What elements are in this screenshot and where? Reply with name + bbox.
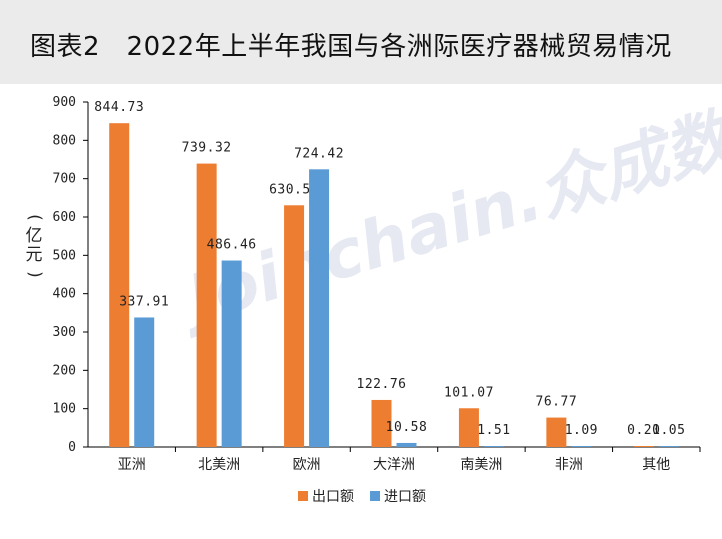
data-label: 0.05 bbox=[652, 423, 685, 438]
data-label: 1.51 bbox=[477, 423, 510, 438]
bar-import bbox=[396, 442, 417, 447]
bar-import bbox=[309, 169, 330, 447]
bar-import bbox=[571, 446, 592, 447]
x-tick-label: 南美洲 bbox=[460, 457, 502, 473]
data-label: 337.91 bbox=[119, 294, 169, 309]
bar-import bbox=[134, 317, 155, 447]
data-label: 739.32 bbox=[182, 141, 232, 156]
bar-export bbox=[371, 399, 392, 447]
bar-import bbox=[221, 260, 242, 447]
y-axis-label-text: 亿元 bbox=[25, 226, 43, 265]
y-tick-label: 100 bbox=[53, 402, 76, 417]
y-tick-label: 500 bbox=[53, 248, 76, 263]
data-label: 0.21 bbox=[627, 423, 660, 438]
x-tick-label: 其他 bbox=[642, 457, 670, 473]
y-tick-label: 700 bbox=[53, 172, 76, 187]
bar-export bbox=[109, 123, 130, 448]
y-axis-label: ( 亿元 ) bbox=[22, 208, 46, 284]
y-tick-label: 800 bbox=[53, 133, 76, 148]
title-band: 图表2 2022年上半年我国与各洲际医疗器械贸易情况 bbox=[0, 0, 722, 84]
bar-import bbox=[483, 446, 504, 447]
data-label: 76.77 bbox=[536, 395, 578, 410]
legend-label: 进口额 bbox=[384, 489, 426, 505]
x-tick-label: 欧洲 bbox=[293, 457, 321, 473]
x-tick-label: 北美洲 bbox=[198, 457, 240, 473]
data-label: 101.07 bbox=[444, 385, 494, 400]
y-tick-label: 400 bbox=[53, 287, 76, 302]
data-label: 10.58 bbox=[386, 420, 428, 435]
y-tick-label: 300 bbox=[53, 325, 76, 340]
bar-import bbox=[658, 446, 679, 447]
data-label: 486.46 bbox=[207, 238, 257, 253]
y-tick-label: 600 bbox=[53, 210, 76, 225]
bar-export bbox=[284, 205, 305, 447]
legend-swatch bbox=[370, 491, 380, 501]
y-tick-label: 900 bbox=[53, 95, 76, 110]
bar-export bbox=[458, 408, 479, 447]
data-label: 122.76 bbox=[357, 377, 407, 392]
data-label: 844.73 bbox=[94, 100, 144, 115]
x-tick-label: 非洲 bbox=[555, 457, 583, 473]
chart-title: 图表2 2022年上半年我国与各洲际医疗器械贸易情况 bbox=[30, 32, 672, 62]
x-tick-label: 亚洲 bbox=[118, 457, 146, 473]
y-tick-label: 200 bbox=[53, 363, 76, 378]
bar-export bbox=[633, 446, 654, 447]
bar-export bbox=[546, 417, 567, 447]
x-tick-label: 大洋洲 bbox=[373, 457, 415, 473]
legend-swatch bbox=[298, 491, 308, 501]
y-tick-label: 0 bbox=[68, 440, 76, 455]
data-label: 1.09 bbox=[565, 423, 598, 438]
data-label: 724.42 bbox=[294, 146, 344, 161]
legend-label: 出口额 bbox=[312, 489, 354, 505]
bar-export bbox=[196, 163, 217, 447]
data-label: 630.56 bbox=[269, 182, 319, 197]
